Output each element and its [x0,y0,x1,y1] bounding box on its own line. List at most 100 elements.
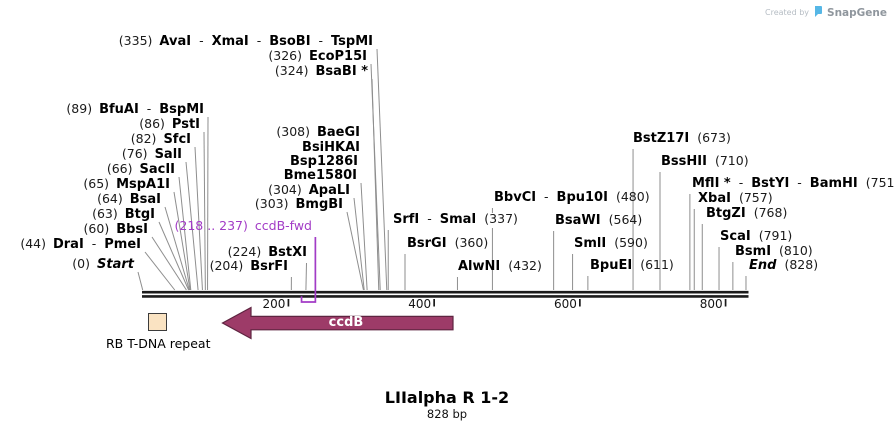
enzyme-name: SmlI [574,236,607,251]
site-position: (76) [121,146,148,161]
site-position: (432) [508,258,542,273]
site-label-bbvci[interactable]: BbvCI - Bpu10I (480) [494,189,650,205]
callout-line-bsai [164,206,190,291]
rb-tdna-repeat-feature[interactable] [148,313,167,331]
site-label-avai[interactable]: (335) AvaI - XmaI - BsoBI - TspMI [118,33,373,49]
site-label-btgzi[interactable]: BtgZI (768) [706,206,787,221]
site-position: (82) [130,131,157,146]
site-label-bbsi[interactable]: (60) BbsI [84,222,148,237]
separator: - [793,175,806,190]
enzyme-name: End [749,258,777,273]
primer-label-ccdb-fwd[interactable]: (218 .. 237) ccdB-fwd [175,219,312,233]
site-label-bsihkai[interactable]: BsiHKAI [302,140,360,155]
enzyme-name: BaeGI [316,125,360,140]
enzyme-name: BfuAI [99,102,139,117]
callout-line-sfci [194,146,203,291]
site-label-bsrfi[interactable]: (204) BsrFI [210,259,288,274]
enzyme-name: Bsp1286I [290,154,358,169]
enzyme-name: DraI [52,237,84,252]
enzyme-name: SalI [154,147,182,162]
site-label-scai[interactable]: ScaI (791) [720,228,793,244]
site-label-drai[interactable]: (44) DraI - PmeI [20,237,141,252]
site-label-bpuei[interactable]: BpuEI (611) [590,258,674,273]
site-position: (0) [72,256,91,271]
site-label-bme1580i[interactable]: Bme1580I [283,168,357,183]
site-label-bmgbi[interactable]: (303) BmgBI [254,196,343,212]
site-label-smli[interactable]: SmlI (590) [574,235,648,251]
watermark-created-by: Created by [765,8,810,17]
enzyme-name: MflI * [692,176,731,191]
site-label-ecop15i[interactable]: (326) EcoP15I [268,48,367,64]
site-position: (65) [83,176,110,191]
site-position: (86) [139,116,165,131]
enzyme-name: PstI [171,117,200,132]
enzyme-name: XbaI [698,191,731,206]
enzyme-name: BbsI [116,222,148,237]
ccdb-arrow[interactable] [221,306,454,340]
enzyme-name: SmaI [439,212,477,227]
callout-line-bstxi [305,262,307,291]
site-label-bsrgi[interactable]: BsrGI (360) [407,236,488,251]
site-label-bsmi[interactable]: BsmI (810) [735,244,813,259]
enzyme-name: Bme1580I [283,168,357,183]
site-label-bsabi[interactable]: (324) BsaBI * [275,64,369,79]
site-label-xbai[interactable]: XbaI (757) [698,191,773,206]
enzyme-name: Start [97,257,134,272]
enzyme-name: BsaBI * [315,64,369,79]
site-label-mfli[interactable]: MflI * - BstYI - BamHI (751) [692,175,894,191]
enzyme-name: Bpu10I [556,190,608,205]
enzyme-name: BstZ17I [633,131,690,146]
separator: - [540,189,553,204]
site-label-bfuai[interactable]: (89) BfuAI - BspMI [66,102,204,117]
site-label-bstz17i[interactable]: BstZ17I (673) [633,131,731,146]
site-label-end[interactable]: End (828) [749,258,818,273]
site-position: (303) [254,196,289,211]
callout-line-bmgbi [346,211,364,291]
ccdb-feature-label[interactable]: ccdB [328,315,364,330]
ruler-number-400: 400 [408,297,432,311]
callout-line-sacii [178,176,192,291]
site-label-mspa1i[interactable]: (65) MspA1I [83,176,170,192]
site-label-sali[interactable]: (76) SalI [121,146,182,162]
site-position: (791) [758,228,793,243]
site-position: (326) [268,48,303,63]
site-position: (66) [106,161,133,176]
enzyme-name: BsoBI [269,34,311,49]
site-label-sacii[interactable]: (66) SacII [106,161,175,177]
ruler-number-600: 600 [553,297,577,311]
separator: - [423,211,436,226]
primer-range: (218 .. 237) [174,218,248,233]
sequence-length: 828 bp [426,407,468,421]
callout-line-mspa1i [173,191,191,291]
site-position: (304) [268,182,302,197]
site-label-bsawi[interactable]: BsaWI (564) [555,213,642,228]
separator: - [195,33,208,48]
site-label-alwni[interactable]: AlwNI (432) [458,258,542,274]
site-label-bsai[interactable]: (64) BsaI [97,192,161,207]
enzyme-name: BpuEI [590,258,633,273]
enzyme-name: TspMI [331,34,373,49]
site-label-start[interactable]: (0) Start [72,256,134,272]
site-label-srfi[interactable]: SrfI - SmaI (337) [393,211,518,227]
snapgene-watermark: Created by SnapGene [765,3,887,22]
callout-line-btgi [158,221,190,291]
site-position: (590) [614,235,648,250]
site-label-sfci[interactable]: (82) SfcI [130,131,191,147]
enzyme-name: PmeI [104,237,141,252]
enzyme-name: MspA1I [116,177,170,192]
enzyme-name: BsaI [129,192,161,207]
callout-line-bme1580i [360,182,368,291]
site-label-psti[interactable]: (86) PstI [139,116,200,132]
sequence-title: LIIalpha R 1-2 [384,388,510,407]
site-position: (335) [118,33,153,48]
enzyme-name: BsrFI [250,259,288,274]
ccdb-fwd-primer-indicator[interactable] [300,237,317,303]
site-position: (224) [227,244,262,259]
site-label-btgi[interactable]: (63) BtgI [92,207,155,222]
site-label-bsshii[interactable]: BssHII (710) [661,154,749,169]
site-label-bstxi[interactable]: (224) BstXI [227,244,307,260]
site-label-baegi[interactable]: (308) BaeGI [276,125,360,140]
site-label-apali[interactable]: (304) ApaLI [268,182,350,198]
site-label-bsp1286i[interactable]: Bsp1286I [290,154,358,169]
